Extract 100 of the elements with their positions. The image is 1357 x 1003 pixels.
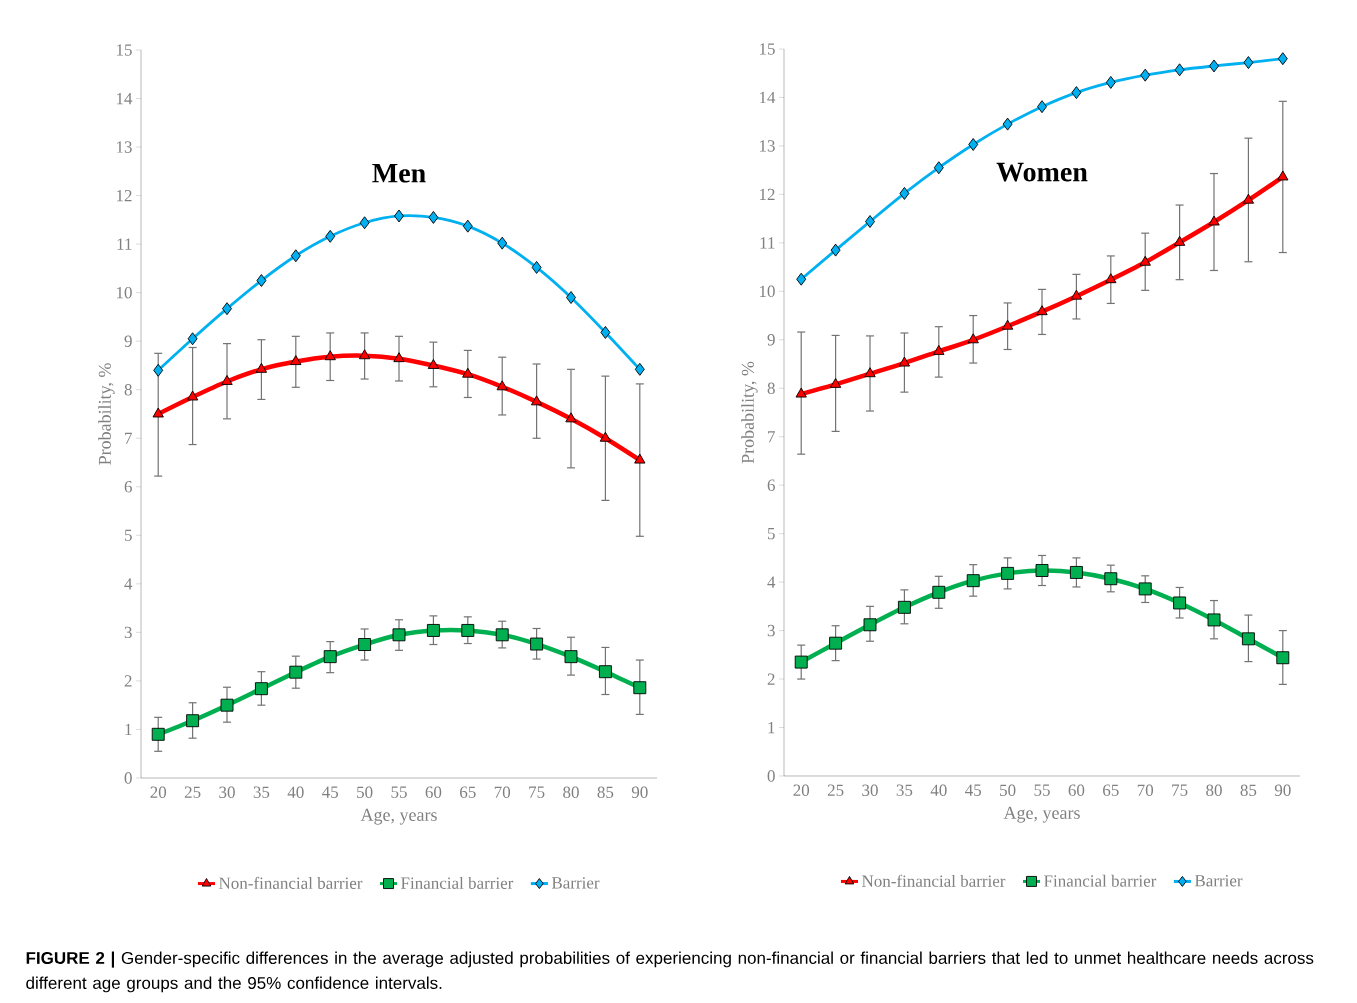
x-axis-title: Age, years [360,808,437,825]
point [1277,52,1288,66]
x-tick-label: 20 [150,786,167,798]
x-tick-label: 55 [391,786,407,798]
x-tick-label: 60 [425,786,442,798]
point [1139,255,1151,266]
point [255,362,268,373]
x-tick-label: 70 [494,786,511,798]
point [932,585,946,599]
y-tick-label: 9 [124,335,132,347]
legend-label: Financial barrier [1044,874,1157,887]
x-tick-label: 65 [1103,784,1119,796]
point [497,236,508,250]
x-tick-label: 40 [287,786,304,798]
y-tick-label: 4 [124,578,133,590]
point [1241,632,1255,646]
point [1138,582,1152,596]
x-tick-label: 55 [1034,784,1050,796]
point [186,390,199,401]
x-tick-label: 20 [793,784,810,796]
point [496,380,508,391]
x-axis-title: Age, years [1003,806,1080,823]
point [152,407,164,418]
x-tick-label: 90 [631,786,648,798]
x-tick-label: 40 [930,784,947,796]
point [566,291,576,304]
y-tick-label: 15 [759,43,775,55]
point [830,243,841,257]
point [186,714,200,728]
point [358,638,372,651]
y-tick-label: 2 [767,673,775,685]
x-tick-label: 90 [1274,784,1291,796]
point [829,636,843,650]
y-tick-label: 0 [124,772,132,784]
point [1104,572,1118,586]
point [1173,235,1186,246]
point [1037,100,1047,114]
point [864,367,876,378]
point [1036,305,1048,316]
point [151,727,165,741]
point [531,260,542,274]
x-tick-label: 50 [357,786,373,798]
point [1140,68,1151,82]
point [933,344,945,355]
point [1105,75,1116,89]
y-tick-label: 7 [125,432,132,444]
x-tick-label: 85 [1240,784,1257,796]
x-tick-label: 30 [862,784,878,796]
y-tick-label: 5 [767,528,775,540]
point [564,650,578,664]
point [599,431,612,442]
point [324,350,336,361]
point [394,209,404,223]
point [530,395,543,406]
point [1174,63,1185,77]
point [358,349,371,360]
point [897,600,911,614]
legend-label: Non-financial barrier [862,874,1006,887]
y-tick-label: 0 [767,770,775,782]
point [899,186,910,200]
point [290,249,301,263]
y-tick-label: 9 [767,334,775,346]
point [1001,319,1014,330]
point [187,332,198,346]
x-tick-label: 25 [184,786,201,798]
point [256,274,267,287]
point [1105,273,1117,284]
point [530,637,544,651]
point [222,302,232,316]
text: Women [996,162,1088,182]
y-tick-label: 2 [124,675,132,687]
point [1070,289,1083,300]
y-tick-label: 6 [767,479,775,491]
y-tick-label: 13 [116,141,132,153]
point [254,682,268,696]
y-tick-label: 14 [116,92,133,105]
point [462,367,474,378]
y-tick-label: 14 [759,91,776,104]
point [289,665,303,679]
point [600,326,611,339]
y-tick-label: 11 [117,238,132,250]
point [1035,564,1049,577]
x-tick-label: 75 [1172,784,1188,796]
point [1242,193,1255,204]
point [392,628,406,642]
y-tick-label: 1 [768,721,775,734]
legend-label: Non-financial barrier [219,876,363,889]
x-tick-label: 35 [253,786,270,798]
point [1002,117,1013,131]
point [495,628,509,642]
y-tick-label: 10 [759,285,775,298]
legend-label: Financial barrier [401,876,514,889]
y-tick-label: 3 [124,626,132,639]
y-tick-label: 5 [124,529,132,541]
point [1069,565,1083,579]
x-tick-label: 35 [896,784,913,796]
point [1208,215,1220,226]
y-tick-label: 3 [767,624,775,637]
text: FIGURE 2 | Gender-specific differences in the average adjusted probabilities of experiencing non-financial or financial barriers that led to unmet healthcare needs across different age groups and the 95% confidence intervals. [26,951,1314,993]
point [829,377,842,388]
